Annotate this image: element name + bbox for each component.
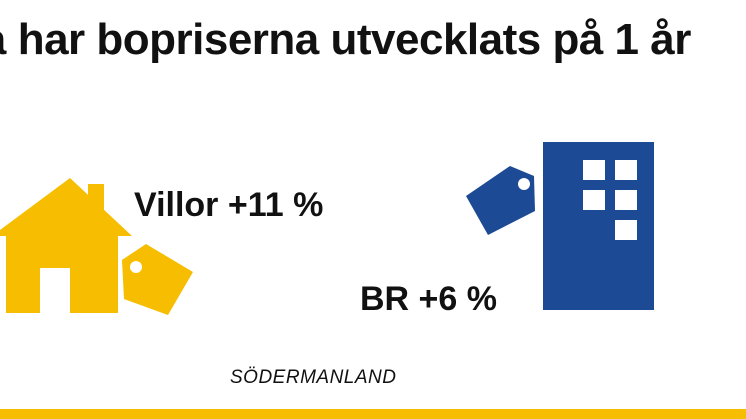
apartment-building-icon bbox=[543, 142, 654, 310]
page-title: å har bopriserna utvecklats på 1 år bbox=[0, 15, 691, 64]
region-label: SÖDERMANLAND bbox=[230, 367, 397, 388]
villor-stat: Villor +11 % bbox=[134, 186, 324, 224]
bottom-divider bbox=[0, 409, 746, 419]
house-icon bbox=[0, 178, 132, 313]
br-stat: BR +6 % bbox=[360, 280, 497, 318]
price-tag-icon bbox=[122, 244, 193, 315]
price-tag-icon bbox=[466, 166, 535, 235]
